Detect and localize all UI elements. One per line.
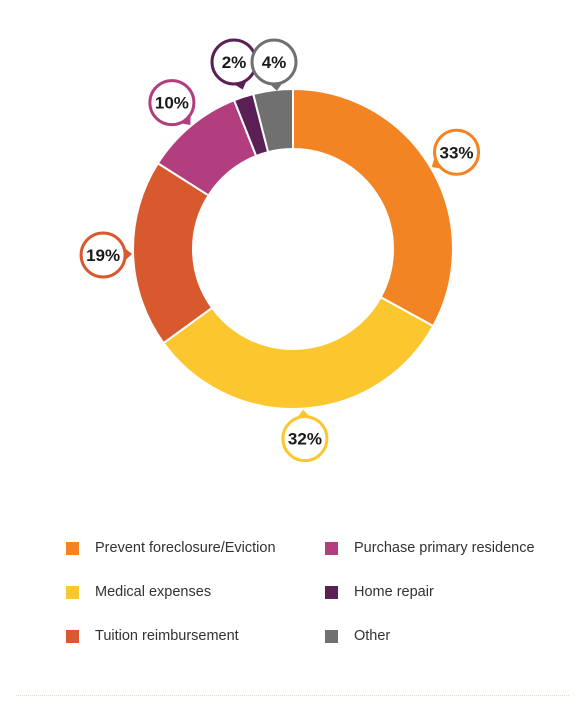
- data-label: 4%: [262, 53, 287, 72]
- callout-2-percent: 2%: [210, 38, 258, 90]
- callout-bubble: [79, 231, 127, 279]
- donut-slices: [132, 87, 454, 410]
- donut-slice-other: [251, 87, 294, 154]
- callout-bubble: [250, 38, 298, 86]
- callout-32-percent: 32%: [281, 409, 329, 463]
- callout-pointer: [124, 248, 133, 261]
- donut-slice-medical-expenses: [162, 295, 435, 410]
- callout-4-percent: 4%: [250, 38, 298, 91]
- data-label: 32%: [288, 430, 322, 449]
- data-label: 10%: [155, 94, 189, 113]
- percentage-callouts: 33% 32% 19% 10% 2% 4%: [79, 38, 481, 463]
- callout-bubble: [433, 128, 481, 176]
- callout-10-percent: 10%: [148, 79, 196, 127]
- callout-33-percent: 33%: [431, 128, 481, 176]
- callout-bubble: [148, 79, 196, 127]
- callout-bubble: [281, 415, 329, 463]
- data-label: 2%: [222, 53, 247, 72]
- donut-slice-prevent-foreclosure-eviction: [292, 87, 454, 328]
- data-label: 19%: [86, 246, 120, 265]
- bottom-divider: [16, 695, 569, 696]
- data-label: 33%: [440, 143, 474, 162]
- callout-19-percent: 19%: [79, 231, 133, 279]
